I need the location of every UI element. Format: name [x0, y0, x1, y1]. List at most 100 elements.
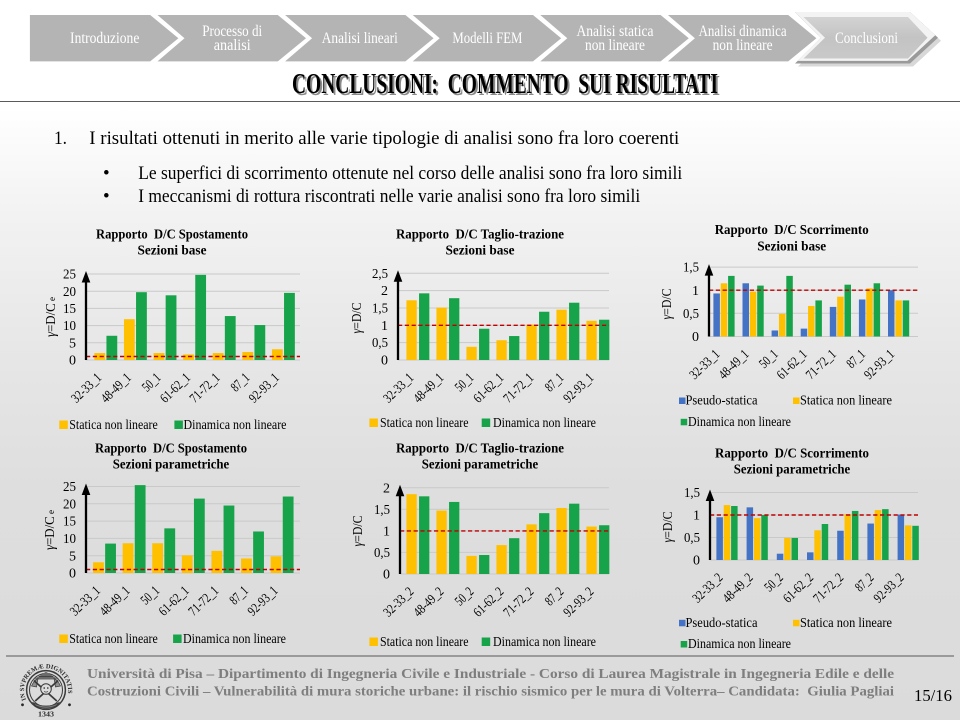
- svg-text:Statica non lineare: Statica non lineare: [380, 634, 469, 649]
- svg-text:87_2: 87_2: [542, 584, 567, 609]
- svg-text:2,5: 2,5: [372, 267, 388, 282]
- svg-text:Rapporto D/C Spostamento: Rapporto D/C Spostamento: [96, 227, 248, 242]
- svg-text:Rapporto D/C Scorrimento: Rapporto D/C Scorrimento: [715, 446, 869, 461]
- svg-text:1,5: 1,5: [683, 261, 699, 276]
- svg-text:γ=D/C e: γ=D/C e: [43, 297, 58, 337]
- svg-text:Rapporto D/C Taglio-trazione: Rapporto D/C Taglio-trazione: [396, 227, 564, 242]
- svg-text:0: 0: [692, 330, 699, 345]
- svg-text:0: 0: [69, 354, 76, 369]
- svg-text:48-49_2: 48-49_2: [410, 584, 446, 620]
- svg-text:32-33_2: 32-33_2: [689, 570, 725, 606]
- svg-text:87_2: 87_2: [852, 570, 877, 595]
- svg-text:50_2: 50_2: [761, 570, 786, 595]
- svg-text:γ=D/C e: γ=D/C e: [42, 510, 57, 550]
- svg-text:2: 2: [381, 284, 388, 299]
- svg-text:0,5: 0,5: [372, 336, 388, 351]
- svg-text:Analisi lineari: Analisi lineari: [322, 30, 399, 47]
- svg-text:10: 10: [63, 319, 76, 334]
- svg-text:15: 15: [63, 515, 76, 530]
- svg-text:γ=D/C: γ=D/C: [660, 512, 675, 543]
- svg-text:5: 5: [69, 549, 76, 564]
- svg-text:Dinamica non lineare: Dinamica non lineare: [688, 636, 791, 651]
- svg-text:CONCLUSIONI: COMMENTO SUI RI: CONCLUSIONI: COMMENTO SUI RISULTATI: [292, 69, 718, 100]
- svg-text:50_2: 50_2: [452, 584, 477, 609]
- svg-text:Statica non lineare: Statica non lineare: [380, 415, 469, 430]
- svg-text:Dinamica non lineare: Dinamica non lineare: [493, 415, 596, 430]
- svg-text:0: 0: [693, 554, 700, 569]
- svg-text:1: 1: [381, 319, 388, 334]
- svg-text:92-93_1: 92-93_1: [246, 370, 282, 406]
- svg-text:Statica non lineare: Statica non lineare: [800, 393, 892, 408]
- svg-text:71-72_2: 71-72_2: [810, 570, 846, 606]
- svg-text:Pseudo-statica: Pseudo-statica: [686, 393, 758, 408]
- svg-text:71-72_1: 71-72_1: [185, 583, 221, 619]
- svg-text:48-49_1: 48-49_1: [410, 370, 446, 406]
- svg-text:analisi: analisi: [214, 37, 252, 54]
- svg-text:Sezioni base: Sezioni base: [446, 243, 515, 258]
- svg-text:Analisi statica: Analisi statica: [577, 23, 654, 40]
- svg-text:71-72_1: 71-72_1: [500, 370, 536, 406]
- svg-text:γ=D/C: γ=D/C: [350, 516, 365, 547]
- svg-text:71-72_1: 71-72_1: [186, 370, 222, 406]
- svg-text:Costruzioni Civili – Vulnerabi: Costruzioni Civili – Vulnerabilità di mu…: [87, 684, 894, 699]
- svg-text:Introduzione: Introduzione: [70, 30, 139, 47]
- svg-text:61-62_2: 61-62_2: [780, 570, 816, 606]
- svg-text:61-62_2: 61-62_2: [470, 584, 506, 620]
- svg-text:Conclusioni: Conclusioni: [835, 30, 899, 47]
- svg-text:Rapporto D/C Taglio-trazione: Rapporto D/C Taglio-trazione: [396, 441, 564, 456]
- svg-text:25: 25: [63, 480, 76, 495]
- svg-text:CONCLUSIONI: COMMENTO SUI RI: CONCLUSIONI: COMMENTO SUI RISULTATI: [294, 71, 720, 102]
- svg-text:Dinamica non lineare: Dinamica non lineare: [183, 631, 286, 646]
- svg-text:92-93_1: 92-93_1: [560, 370, 596, 406]
- svg-text:32-33_1: 32-33_1: [686, 346, 722, 382]
- svg-text:32-33_1: 32-33_1: [68, 370, 104, 406]
- svg-text:10: 10: [63, 532, 76, 547]
- svg-text:48-49_1: 48-49_1: [715, 346, 751, 382]
- svg-text:Processo di: Processo di: [202, 23, 263, 40]
- svg-text:0,5: 0,5: [683, 307, 699, 322]
- svg-text:Le superfici di scorrimento ot: Le superfici di scorrimento ottenute nel…: [138, 163, 682, 184]
- svg-text:•: •: [103, 186, 110, 207]
- svg-text:1343: 1343: [38, 711, 54, 719]
- svg-text:15: 15: [63, 302, 76, 317]
- svg-text:92-93_2: 92-93_2: [560, 584, 596, 620]
- svg-text:0: 0: [381, 354, 388, 369]
- svg-text:I meccanismi di rottura riscon: I meccanismi di rottura riscontrati nell…: [138, 186, 640, 207]
- svg-text:Rapporto D/C Scorrimento: Rapporto D/C Scorrimento: [715, 222, 869, 237]
- svg-text:25: 25: [63, 268, 76, 283]
- svg-text:1: 1: [692, 284, 699, 299]
- svg-text:Dinamica non lineare: Dinamica non lineare: [688, 414, 791, 429]
- svg-text:non lineare: non lineare: [713, 37, 773, 54]
- svg-text:71-72_1: 71-72_1: [803, 346, 839, 382]
- svg-text:non lineare: non lineare: [585, 37, 645, 54]
- svg-text:0: 0: [69, 567, 76, 582]
- svg-text:Statica non lineare: Statica non lineare: [800, 615, 892, 630]
- svg-text:0,5: 0,5: [684, 531, 700, 546]
- svg-text:61-62_1: 61-62_1: [774, 346, 810, 382]
- svg-text:γ=D/C: γ=D/C: [659, 289, 674, 320]
- svg-text:Dinamica non lineare: Dinamica non lineare: [184, 417, 287, 432]
- svg-text:•: •: [103, 163, 110, 184]
- svg-text:1,5: 1,5: [684, 486, 700, 501]
- svg-text:1.: 1.: [54, 128, 67, 149]
- svg-text:1,5: 1,5: [374, 503, 390, 518]
- svg-text:Modelli FEM: Modelli FEM: [452, 30, 522, 47]
- svg-text:γ=D/C: γ=D/C: [349, 303, 364, 334]
- svg-text:20: 20: [63, 497, 76, 512]
- svg-text:15/16: 15/16: [914, 686, 952, 705]
- svg-text:87_1: 87_1: [542, 370, 567, 395]
- svg-text:Rapporto D/C Spostamento: Rapporto D/C Spostamento: [95, 441, 247, 456]
- svg-text:32-33_1: 32-33_1: [67, 583, 103, 619]
- svg-text:92-93_2: 92-93_2: [870, 570, 906, 606]
- svg-text:48-49_1: 48-49_1: [96, 583, 132, 619]
- svg-text:92-93_1: 92-93_1: [244, 583, 280, 619]
- svg-text:Analisi dinamica: Analisi dinamica: [699, 23, 787, 40]
- svg-text:50_1: 50_1: [452, 370, 477, 395]
- svg-text:1,5: 1,5: [372, 302, 388, 317]
- svg-text:2: 2: [383, 481, 390, 496]
- svg-text:20: 20: [63, 285, 76, 300]
- svg-text:Sezioni parametriche: Sezioni parametriche: [734, 462, 851, 477]
- svg-text:Sezioni base: Sezioni base: [138, 243, 207, 258]
- svg-text:0,5: 0,5: [374, 546, 390, 561]
- svg-text:1: 1: [693, 509, 700, 524]
